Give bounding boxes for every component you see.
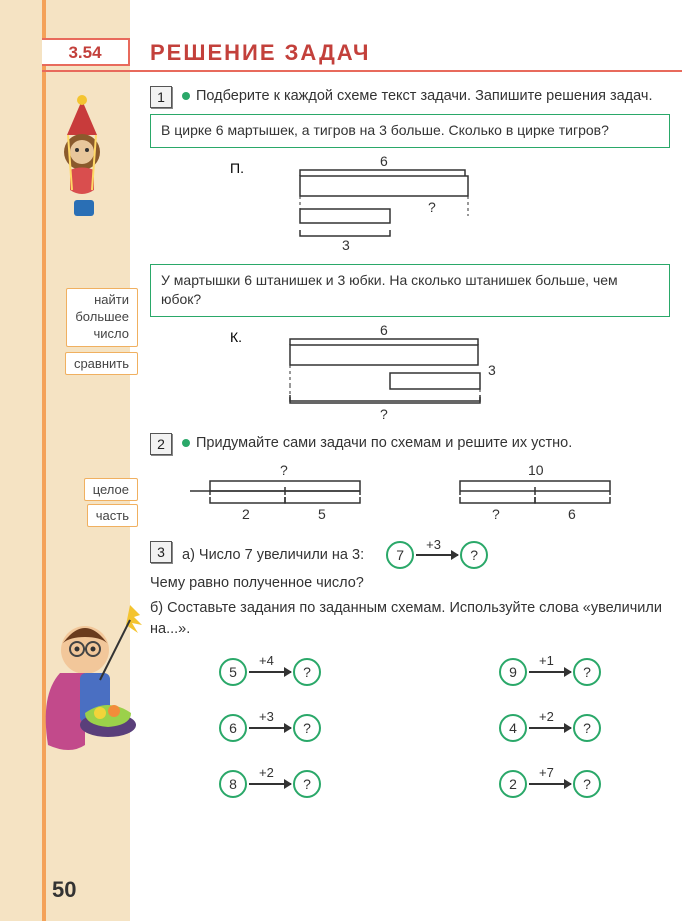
arrow-icon: +3 [416, 554, 458, 556]
op-l3-b: ? [293, 770, 321, 798]
sidebar-label-find: найти большее число [66, 288, 138, 347]
sidebar-label-compare: сравнить [65, 352, 138, 375]
task3-line-a2: Чему равно полученное число? [150, 573, 670, 594]
diagram-2: 6 3 ? [250, 323, 610, 423]
chain-node-2: ? [460, 541, 488, 569]
task3-line-b: б) Составьте задания по заданным схемам.… [150, 598, 670, 640]
task1-problem-box-2: У мартышки 6 штанишек и 3 юбки. На сколь… [150, 264, 670, 317]
op-r1-b: ? [573, 658, 601, 686]
op-r3-b: ? [573, 770, 601, 798]
op-l3-a: 8 [219, 770, 247, 798]
page-number: 50 [52, 877, 76, 903]
svg-text:6: 6 [568, 506, 576, 522]
sidebar-label-whole: целое [84, 478, 138, 501]
arrow-icon: +7 [529, 783, 571, 785]
op-r2-a: 4 [499, 714, 527, 742]
svg-text:3: 3 [342, 237, 350, 253]
op-l2-b: ? [293, 714, 321, 742]
diagram2-label-k: К. [230, 329, 242, 345]
task-number-3: 3 [150, 541, 172, 563]
task-number-2: 2 [150, 433, 172, 455]
svg-text:10: 10 [528, 462, 544, 478]
svg-text:6: 6 [380, 154, 388, 169]
arrow-icon: +2 [249, 783, 291, 785]
arrow-icon: +3 [249, 727, 291, 729]
arrow-icon: +1 [529, 671, 571, 673]
chain-node-1: 7 [386, 541, 414, 569]
op-l1-b: ? [293, 658, 321, 686]
child-illustration [30, 595, 155, 775]
task1-prompt: Подберите к каждой схеме текст задачи. З… [182, 86, 652, 107]
scheme-left: ? 2 5 [190, 461, 380, 529]
svg-text:?: ? [492, 506, 500, 522]
svg-text:6: 6 [380, 323, 388, 338]
left-accent-bar [42, 0, 46, 921]
svg-text:?: ? [280, 462, 288, 478]
op-l1-a: 5 [219, 658, 247, 686]
operation-grid: 5+4? 6+3? 8+2? 9+1? 4+2? 2+7? [150, 658, 670, 798]
svg-text:2: 2 [242, 506, 250, 522]
task1-problem-box-1: В цирке 6 мартышек, а тигров на 3 больше… [150, 114, 670, 148]
arrow-icon: +4 [249, 671, 291, 673]
svg-text:?: ? [428, 199, 436, 215]
monkey-illustration [52, 90, 132, 230]
task-number-1: 1 [150, 86, 172, 108]
scheme-right: 10 ? 6 [440, 461, 630, 529]
arrow-icon: +2 [529, 727, 571, 729]
op-r2-b: ? [573, 714, 601, 742]
green-dot-icon [182, 92, 190, 100]
op-l2-a: 6 [219, 714, 247, 742]
page-title: РЕШЕНИЕ ЗАДАЧ [150, 40, 370, 66]
op-r3-a: 2 [499, 770, 527, 798]
svg-text:3: 3 [488, 362, 496, 378]
task2-prompt: Придумайте сами задачи по схемам и решит… [182, 433, 572, 454]
svg-text:5: 5 [318, 506, 326, 522]
sidebar-label-part: часть [87, 504, 138, 527]
green-dot-icon [182, 439, 190, 447]
task3-line-a: а) Число 7 увеличили на 3: 7 +3 ? [182, 541, 670, 569]
content-column: 1 Подберите к каждой схеме текст задачи.… [150, 86, 670, 798]
svg-text:?: ? [380, 406, 388, 422]
title-underline [42, 70, 682, 72]
diagram1-label-p: П. [230, 160, 244, 176]
section-number: 3.54 [42, 38, 130, 66]
diagram-1: 6 ? 3 [250, 154, 590, 254]
op-r1-a: 9 [499, 658, 527, 686]
